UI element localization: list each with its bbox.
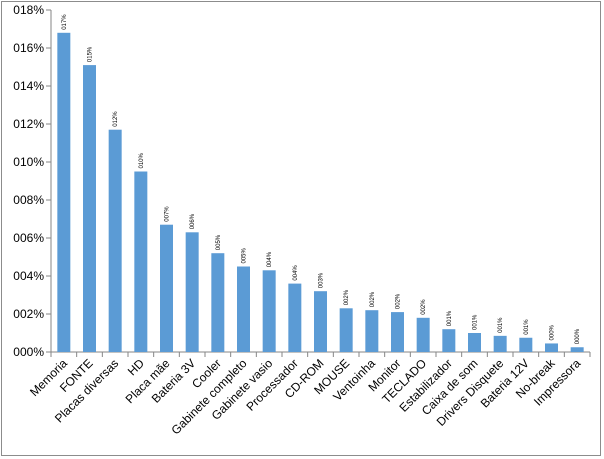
bar bbox=[339, 308, 353, 352]
bar bbox=[237, 266, 250, 352]
data-label: 015% bbox=[88, 46, 94, 62]
bar bbox=[262, 270, 276, 352]
bar bbox=[185, 232, 199, 352]
y-tick-label: 016% bbox=[13, 41, 44, 55]
bar bbox=[545, 343, 558, 352]
data-label: 002% bbox=[370, 291, 376, 307]
data-label: 002% bbox=[396, 293, 402, 309]
bar bbox=[416, 317, 430, 352]
bar bbox=[570, 347, 584, 352]
data-label: 006% bbox=[190, 213, 196, 229]
data-label: 004% bbox=[293, 265, 299, 281]
data-label: 001% bbox=[447, 310, 453, 326]
y-tick-label: 018% bbox=[13, 3, 44, 17]
y-tick-label: 000% bbox=[13, 345, 44, 359]
data-label: 010% bbox=[139, 152, 145, 168]
y-tick-label: 006% bbox=[13, 231, 44, 245]
data-label: 001% bbox=[473, 314, 479, 330]
data-label: 003% bbox=[319, 272, 325, 288]
data-label: 001% bbox=[524, 319, 530, 335]
bar bbox=[134, 171, 148, 352]
bar bbox=[391, 312, 404, 352]
data-label: 001% bbox=[498, 317, 504, 333]
y-tick-label: 010% bbox=[13, 155, 44, 169]
data-label: 007% bbox=[165, 206, 171, 222]
data-label: 012% bbox=[113, 111, 119, 127]
bar bbox=[160, 224, 173, 352]
y-tick-label: 012% bbox=[13, 117, 44, 131]
bar bbox=[57, 32, 71, 353]
data-label: 004% bbox=[267, 251, 273, 267]
y-tick-label: 002% bbox=[13, 307, 44, 321]
data-label: 000% bbox=[550, 324, 556, 340]
data-label: 005% bbox=[242, 247, 248, 263]
data-label: 017% bbox=[62, 14, 68, 30]
bar bbox=[314, 291, 327, 352]
data-label: 000% bbox=[575, 328, 581, 344]
data-label: 005% bbox=[216, 234, 222, 250]
bar bbox=[468, 333, 481, 352]
bar bbox=[288, 283, 302, 352]
bar bbox=[442, 329, 456, 352]
data-label: 002% bbox=[421, 299, 427, 315]
bar bbox=[519, 337, 533, 352]
bar bbox=[493, 335, 507, 352]
data-label: 002% bbox=[344, 289, 350, 305]
bar bbox=[365, 310, 379, 352]
y-tick-label: 004% bbox=[13, 269, 44, 283]
bar bbox=[211, 253, 225, 352]
y-tick-label: 014% bbox=[13, 79, 44, 93]
y-tick-label: 008% bbox=[13, 193, 44, 207]
bar bbox=[83, 65, 96, 352]
bar bbox=[108, 129, 122, 352]
